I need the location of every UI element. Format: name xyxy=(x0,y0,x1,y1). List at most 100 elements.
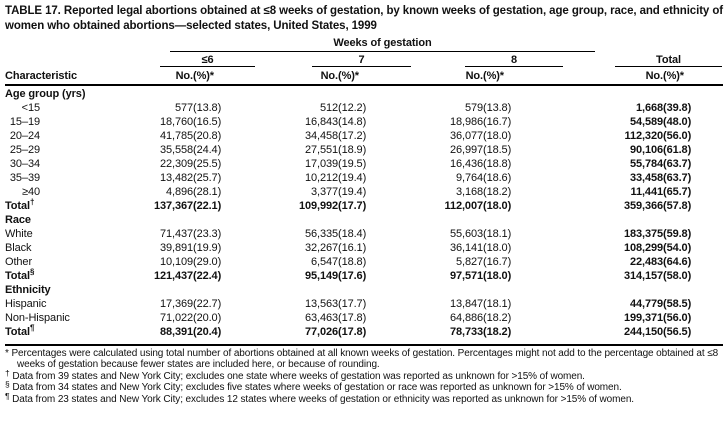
no-header-total: No. xyxy=(535,67,663,86)
cell-percent: (23.3) xyxy=(193,227,222,240)
cell-count: 41,785 xyxy=(159,129,193,142)
cell-count: 97,571 xyxy=(449,269,483,282)
cell-count: 314,157 xyxy=(623,269,663,282)
abortions-gestation-table: Weeks of gestation ≤6 7 8 Total Characte… xyxy=(5,37,724,338)
table-row: White 71,437 (23.3) 56,335 (18.4) 55,603 (18.1… xyxy=(5,226,723,240)
pct-header-7: (%)* xyxy=(338,67,390,86)
cell-percent: (17.7) xyxy=(338,297,367,310)
cell-count: 18,760 xyxy=(159,115,193,128)
footnote: * Percentages were calculated using tota… xyxy=(5,348,719,370)
cell-count: 35,558 xyxy=(159,143,193,156)
pct-header-total: (%)* xyxy=(663,67,724,86)
row-label: 20–24 xyxy=(9,129,40,142)
cell-count: 44,779 xyxy=(629,297,663,310)
cell-count: 22,483 xyxy=(629,255,663,268)
cell-count: 18,986 xyxy=(449,115,483,128)
cell-percent: (19.4) xyxy=(338,185,367,198)
cell-count: 54,589 xyxy=(629,115,663,128)
no-header-le6: No. xyxy=(123,67,193,86)
cell-percent: (54.0) xyxy=(663,241,692,254)
table-row: Hispanic 17,369 (22.7) 13,563 (17.7) 13,847 (1… xyxy=(5,296,723,310)
table-title: TABLE 17. Reported legal abortions obtai… xyxy=(5,5,723,32)
section-row: Race xyxy=(5,212,723,226)
cell-percent: (18.8) xyxy=(483,157,512,170)
cell-percent: (19.5) xyxy=(338,157,367,170)
table-row: Total† 137,367 (22.1) 109,992 (17.7) 112,007(… xyxy=(5,196,723,212)
cell-count: 3,377 xyxy=(310,185,338,198)
footnote-marker: * xyxy=(5,348,9,359)
row-label: Black xyxy=(5,241,32,254)
cell-count: 17,369 xyxy=(159,297,193,310)
cell-count: 32,267 xyxy=(304,241,338,254)
cell-percent: (48.0) xyxy=(663,115,692,128)
cell-percent: (39.8) xyxy=(663,101,692,114)
footnotes: * Percentages were calculated using tota… xyxy=(5,344,723,406)
cell-percent: (17.7) xyxy=(338,199,367,212)
cell-count: 13,563 xyxy=(304,297,338,310)
cell-percent: (22.4) xyxy=(193,269,222,282)
cell-percent: (16.1) xyxy=(338,241,367,254)
table-row: Total¶ 88,391 (20.4) 77,026 (17.8) 78,733 (18.… xyxy=(5,323,723,338)
cell-percent: (58.0) xyxy=(663,269,692,282)
cell-count: 11,441 xyxy=(630,185,664,198)
cell-percent: (18.2) xyxy=(483,325,512,338)
row-label: Other xyxy=(5,255,33,268)
cell-percent: (18.8) xyxy=(338,255,367,268)
cell-percent: (19.9) xyxy=(193,241,222,254)
cell-percent: (18.9) xyxy=(338,143,367,156)
cell-percent: (18.2) xyxy=(483,311,512,324)
cell-count: 39,891 xyxy=(159,241,193,254)
cell-count: 1,668 xyxy=(635,101,663,114)
table-row: Black 39,891 (19.9) 32,267 (16.1) 36,141 (18.0… xyxy=(5,240,723,254)
cell-percent: (22.1) xyxy=(193,199,222,212)
cell-percent: (19.4) xyxy=(338,171,367,184)
table-row: 25–29 35,558 (24.4) 27,551 (18.9) 26,997 (18.5… xyxy=(5,142,723,156)
table-row: Other 10,109 (29.0) 6,547 (18.8) 5,827 (16.7) 2… xyxy=(5,254,723,268)
cell-percent: (65.7) xyxy=(663,185,692,198)
cell-percent: (18.0) xyxy=(483,199,512,212)
table-row: Non-Hispanic 71,022 (20.0) 63,463 (17.8) 64,8… xyxy=(5,310,723,324)
cell-percent: (61.8) xyxy=(663,143,692,156)
cell-count: 577 xyxy=(174,101,193,114)
cell-count: 88,391 xyxy=(159,325,193,338)
no-header-8: No. xyxy=(390,67,483,86)
cell-count: 199,371 xyxy=(623,311,663,324)
row-label: <15 xyxy=(21,101,40,114)
cell-percent: (18.6) xyxy=(483,171,512,184)
cell-count: 512 xyxy=(319,101,338,114)
cell-percent: (59.8) xyxy=(663,227,692,240)
cell-count: 33,458 xyxy=(629,171,663,184)
pct-header-8: (%)* xyxy=(483,67,535,86)
row-label: 35–39 xyxy=(9,171,40,184)
cell-percent: (18.1) xyxy=(483,227,512,240)
cell-count: 112,007 xyxy=(444,199,484,212)
cell-count: 13,482 xyxy=(159,171,193,184)
cell-count: 3,168 xyxy=(455,185,483,198)
characteristic-header: Characteristic xyxy=(5,67,123,86)
cell-count: 10,212 xyxy=(304,171,338,184)
cell-percent: (18.2) xyxy=(483,185,512,198)
table-row: <15 577 (13.8) 512 (12.2) 579 (13.8) 1,668 (39.8… xyxy=(5,100,723,114)
section-row: Age group (yrs) xyxy=(5,85,723,100)
footnote-marker: † xyxy=(29,196,35,206)
cell-percent: (18.4) xyxy=(338,227,367,240)
cell-count: 579 xyxy=(464,101,483,114)
cell-percent: (12.2) xyxy=(338,101,367,114)
cell-count: 55,603 xyxy=(449,227,483,240)
document-page: TABLE 17. Reported legal abortions obtai… xyxy=(5,5,724,406)
cell-count: 6,547 xyxy=(310,255,338,268)
cell-percent: (16.7) xyxy=(483,115,512,128)
cell-count: 36,141 xyxy=(449,241,483,254)
table-header: Weeks of gestation ≤6 7 8 Total Characte… xyxy=(5,37,724,86)
table-row: Total§ 121,437 (22.4) 95,149 (17.6) 97,571 (18… xyxy=(5,267,723,282)
section-header: Ethnicity xyxy=(5,283,51,296)
cell-count: 56,335 xyxy=(304,227,338,240)
cell-count: 112,320 xyxy=(624,129,664,142)
cell-count: 26,997 xyxy=(449,143,483,156)
header-row-weeks-span: Weeks of gestation xyxy=(5,37,723,52)
cell-percent: (25.5) xyxy=(193,157,222,170)
cell-count: 36,077 xyxy=(449,129,483,142)
no-header-7: No. xyxy=(245,67,338,86)
pct-header-le6: (%)* xyxy=(193,67,245,86)
section-header: Age group (yrs) xyxy=(5,87,86,100)
